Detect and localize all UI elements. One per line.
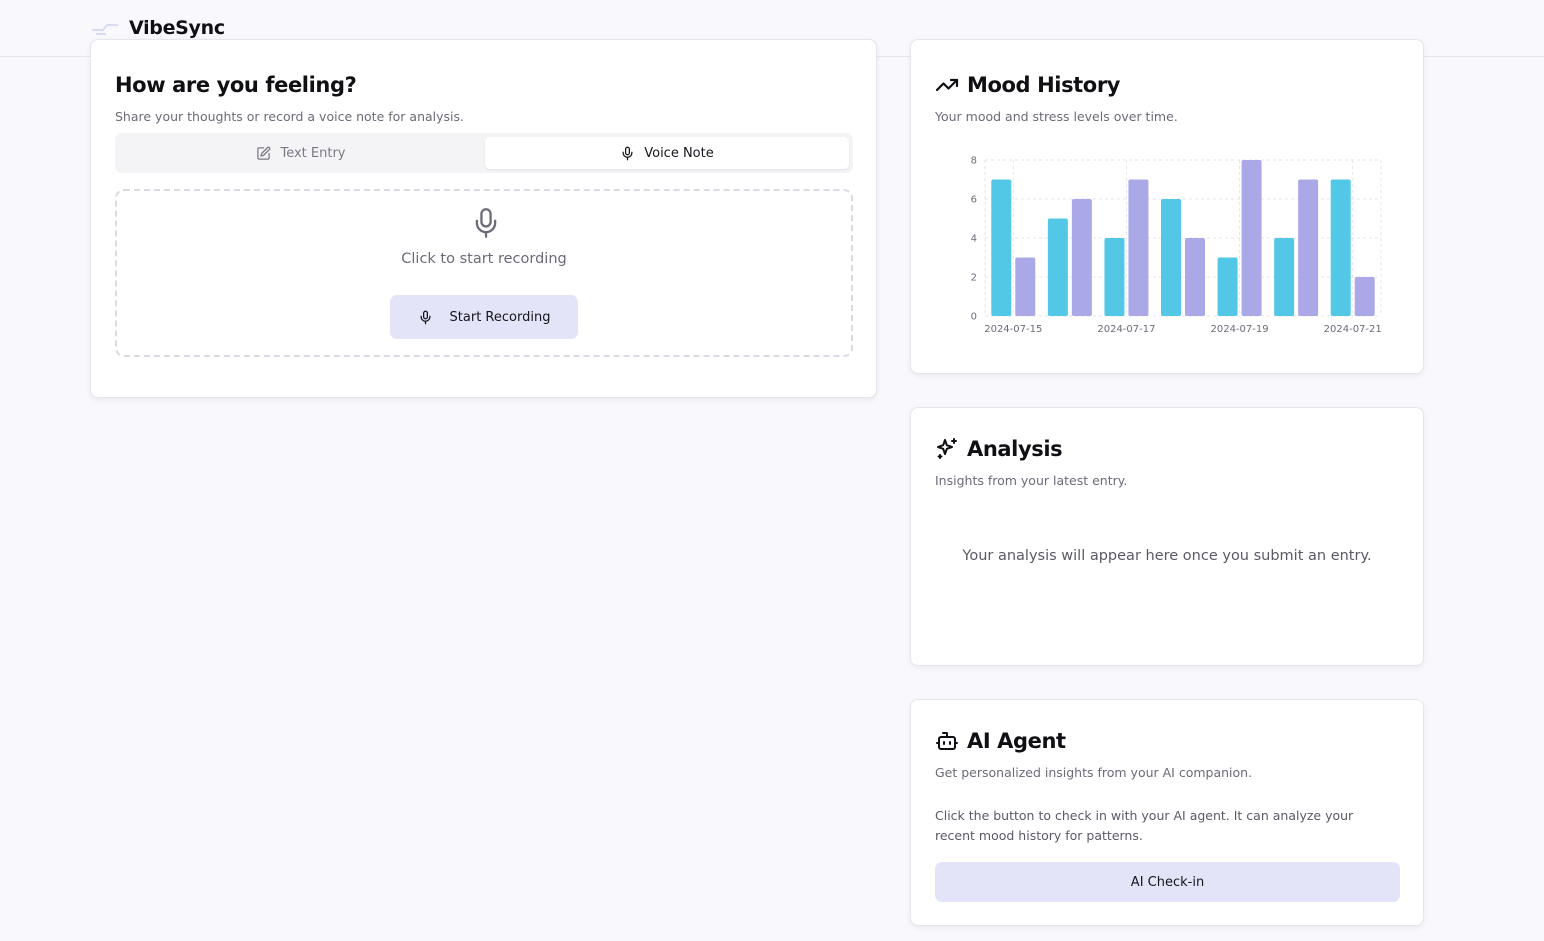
x-tick-label: 2024-07-17 — [1097, 324, 1155, 335]
bar-series-2 — [1241, 160, 1262, 316]
start-recording-label: Start Recording — [449, 309, 551, 325]
entry-card: How are you feeling? Share your thoughts… — [90, 39, 877, 398]
sparkles-icon — [937, 438, 957, 459]
analysis-description: Insights from your latest entry. — [935, 473, 1128, 488]
y-tick-label: 2 — [971, 273, 977, 284]
start-recording-button[interactable]: Start Recording — [390, 295, 578, 339]
tab-voice-note[interactable]: Voice Note — [485, 137, 849, 169]
bar-series-1 — [1274, 238, 1295, 316]
y-tick-label: 6 — [971, 195, 977, 206]
mood-history-card: Mood History Your mood and stress levels… — [910, 39, 1424, 374]
mic-icon — [420, 310, 431, 324]
bar-series-1 — [1217, 257, 1238, 316]
record-hint: Click to start recording — [401, 251, 567, 267]
y-tick-label: 8 — [971, 156, 977, 167]
ai-agent-card: AI Agent Get personalized insights from … — [910, 699, 1424, 926]
tab-text-entry[interactable]: Text Entry — [119, 137, 483, 169]
bar-series-2 — [1071, 199, 1092, 316]
bar-series-2 — [1298, 179, 1319, 316]
mic-icon — [622, 146, 633, 160]
app-name: VibeSync — [129, 17, 225, 39]
mood-history-description: Your mood and stress levels over time. — [935, 109, 1178, 124]
entry-card-title: How are you feeling? — [115, 73, 357, 97]
bar-series-1 — [991, 179, 1012, 316]
x-tick-label: 2024-07-19 — [1211, 324, 1269, 335]
microphone-icon — [475, 208, 497, 238]
entry-card-description: Share your thoughts or record a voice no… — [115, 109, 464, 124]
x-tick-label: 2024-07-21 — [1324, 324, 1382, 335]
ai-agent-description: Get personalized insights from your AI c… — [935, 765, 1253, 780]
bar-series-1 — [1047, 218, 1068, 316]
y-tick-label: 0 — [971, 312, 977, 323]
logo-icon — [91, 23, 119, 36]
bar-series-1 — [1330, 179, 1351, 316]
x-tick-label: 2024-07-15 — [984, 324, 1042, 335]
ai-check-in-label: AI Check-in — [1130, 874, 1205, 890]
analysis-card: Analysis Insights from your latest entry… — [910, 407, 1424, 666]
brand[interactable]: VibeSync — [91, 16, 225, 40]
bar-series-1 — [1104, 238, 1125, 316]
bar-series-2 — [1185, 238, 1205, 316]
mood-history-title: Mood History — [967, 73, 1121, 97]
ai-check-in-button[interactable]: AI Check-in — [935, 862, 1400, 902]
ai-agent-title: AI Agent — [967, 729, 1066, 753]
bot-icon — [936, 732, 958, 750]
tab-text-entry-label: Text Entry — [280, 145, 346, 161]
analysis-empty-message: Your analysis will appear here once you … — [962, 548, 1372, 564]
trending-up-icon — [935, 78, 959, 92]
tab-voice-note-label: Voice Note — [644, 145, 714, 161]
y-tick-label: 4 — [971, 234, 977, 245]
analysis-title: Analysis — [967, 437, 1063, 461]
ai-agent-body: Click the button to check in with your A… — [935, 808, 1354, 843]
bar-series-2 — [1128, 179, 1149, 316]
mood-chart: 0 2 4 6 8 2024-07-15 2024-07-17 2024-07-19 2024-… — [971, 156, 1382, 336]
bar-series-1 — [1161, 199, 1181, 316]
bar-series-2 — [1015, 257, 1036, 316]
recording-zone: Click to start recording Start Recording — [115, 189, 853, 357]
bar-series-2 — [1354, 277, 1375, 316]
edit-icon — [257, 146, 271, 160]
entry-mode-tabs: Text Entry Voice Note — [115, 133, 853, 173]
